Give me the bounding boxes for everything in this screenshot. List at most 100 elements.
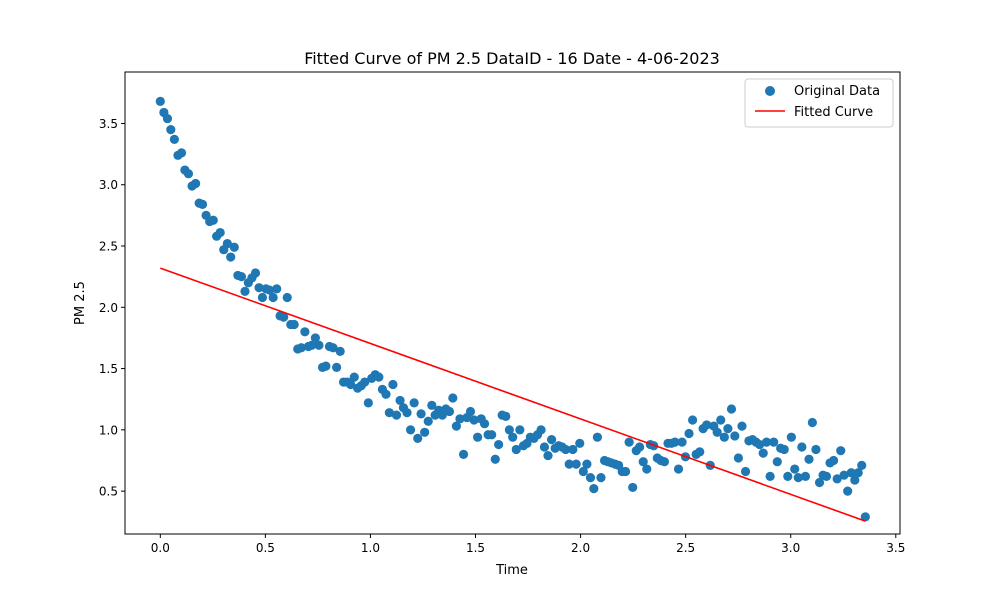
data-point bbox=[490, 454, 500, 464]
data-point bbox=[797, 442, 807, 452]
data-point bbox=[716, 415, 726, 425]
data-point bbox=[307, 340, 317, 350]
data-point bbox=[592, 432, 603, 442]
data-point bbox=[589, 484, 599, 494]
data-point bbox=[183, 169, 194, 179]
data-point bbox=[596, 473, 606, 483]
data-point bbox=[328, 343, 338, 353]
y-tick-label: 0.5 bbox=[99, 485, 118, 499]
data-point bbox=[444, 406, 455, 417]
data-point bbox=[360, 377, 370, 387]
data-point bbox=[279, 312, 289, 322]
x-axis-label: Time bbox=[495, 563, 528, 578]
data-point bbox=[162, 113, 173, 124]
data-point bbox=[811, 444, 821, 455]
y-tick-label: 1.0 bbox=[99, 423, 118, 437]
data-point bbox=[575, 438, 585, 448]
data-point bbox=[272, 284, 282, 294]
data-point bbox=[807, 417, 817, 428]
y-tick-label: 3.5 bbox=[99, 117, 118, 131]
data-point bbox=[416, 409, 426, 419]
data-point bbox=[405, 425, 416, 435]
data-point bbox=[511, 444, 521, 455]
data-point bbox=[155, 96, 165, 107]
data-point bbox=[821, 471, 832, 481]
data-point bbox=[236, 272, 247, 282]
data-point bbox=[624, 437, 634, 447]
x-tick-label: 0.0 bbox=[151, 541, 170, 555]
data-point bbox=[832, 474, 842, 484]
data-point bbox=[673, 464, 684, 474]
data-point bbox=[829, 455, 839, 466]
data-point bbox=[363, 398, 373, 408]
data-point bbox=[695, 447, 705, 457]
data-point bbox=[684, 428, 694, 439]
data-point bbox=[628, 482, 638, 493]
data-point bbox=[582, 459, 592, 469]
data-point bbox=[409, 398, 419, 408]
data-point bbox=[800, 471, 811, 481]
data-point bbox=[515, 425, 525, 435]
x-tick-label: 0.5 bbox=[256, 541, 275, 555]
data-point bbox=[571, 459, 581, 469]
data-point bbox=[804, 454, 814, 464]
data-point bbox=[712, 427, 722, 437]
data-point bbox=[487, 430, 497, 440]
data-point bbox=[268, 292, 278, 303]
data-point bbox=[635, 442, 645, 452]
data-point bbox=[568, 444, 578, 455]
data-point bbox=[578, 466, 588, 477]
data-point bbox=[176, 148, 187, 158]
x-tick-label: 3.0 bbox=[781, 541, 800, 555]
legend-label-fitted-curve: Fitted Curve bbox=[794, 105, 873, 120]
data-point bbox=[638, 457, 648, 467]
data-point bbox=[254, 283, 264, 293]
data-point bbox=[737, 421, 747, 431]
x-tick-label: 2.5 bbox=[676, 541, 695, 555]
data-point bbox=[836, 446, 846, 456]
data-point bbox=[402, 408, 412, 418]
data-point bbox=[719, 432, 729, 442]
data-point bbox=[843, 486, 853, 496]
data-point bbox=[504, 425, 514, 435]
data-point bbox=[346, 379, 356, 390]
data-point bbox=[620, 466, 631, 477]
x-tick-label: 1.0 bbox=[361, 541, 380, 555]
legend-label-original-data: Original Data bbox=[794, 84, 880, 99]
data-point bbox=[455, 414, 465, 424]
scatter-series bbox=[155, 96, 870, 522]
fitted-curve-line bbox=[160, 267, 866, 522]
data-point bbox=[761, 437, 772, 447]
data-point bbox=[289, 319, 299, 330]
data-point bbox=[539, 442, 550, 452]
data-point bbox=[730, 431, 740, 441]
data-point bbox=[451, 421, 461, 431]
data-point bbox=[384, 408, 394, 418]
y-tick-label: 2.0 bbox=[99, 301, 118, 315]
legend: Original Data Fitted Curve bbox=[744, 78, 894, 128]
x-tick-label: 2.0 bbox=[571, 541, 590, 555]
legend-scatter-marker bbox=[765, 86, 775, 96]
data-point bbox=[282, 292, 292, 303]
data-point bbox=[769, 437, 779, 447]
data-point bbox=[839, 470, 849, 480]
data-point bbox=[423, 416, 433, 426]
data-point bbox=[427, 400, 437, 410]
data-point bbox=[191, 178, 201, 189]
y-axis-ticks: 0.5 1.0 1.5 2.0 2.5 3.0 3.5 bbox=[99, 117, 125, 499]
data-point bbox=[479, 419, 490, 429]
data-point bbox=[501, 411, 511, 421]
data-point bbox=[758, 448, 768, 458]
data-point bbox=[420, 427, 430, 437]
data-point bbox=[229, 242, 239, 252]
data-point bbox=[860, 512, 870, 522]
data-point bbox=[585, 473, 596, 483]
y-tick-label: 3.0 bbox=[99, 178, 118, 192]
data-point bbox=[561, 444, 571, 455]
data-point bbox=[733, 453, 744, 463]
data-point bbox=[677, 437, 687, 447]
data-point bbox=[335, 346, 345, 357]
fitted-line-series bbox=[160, 267, 866, 522]
